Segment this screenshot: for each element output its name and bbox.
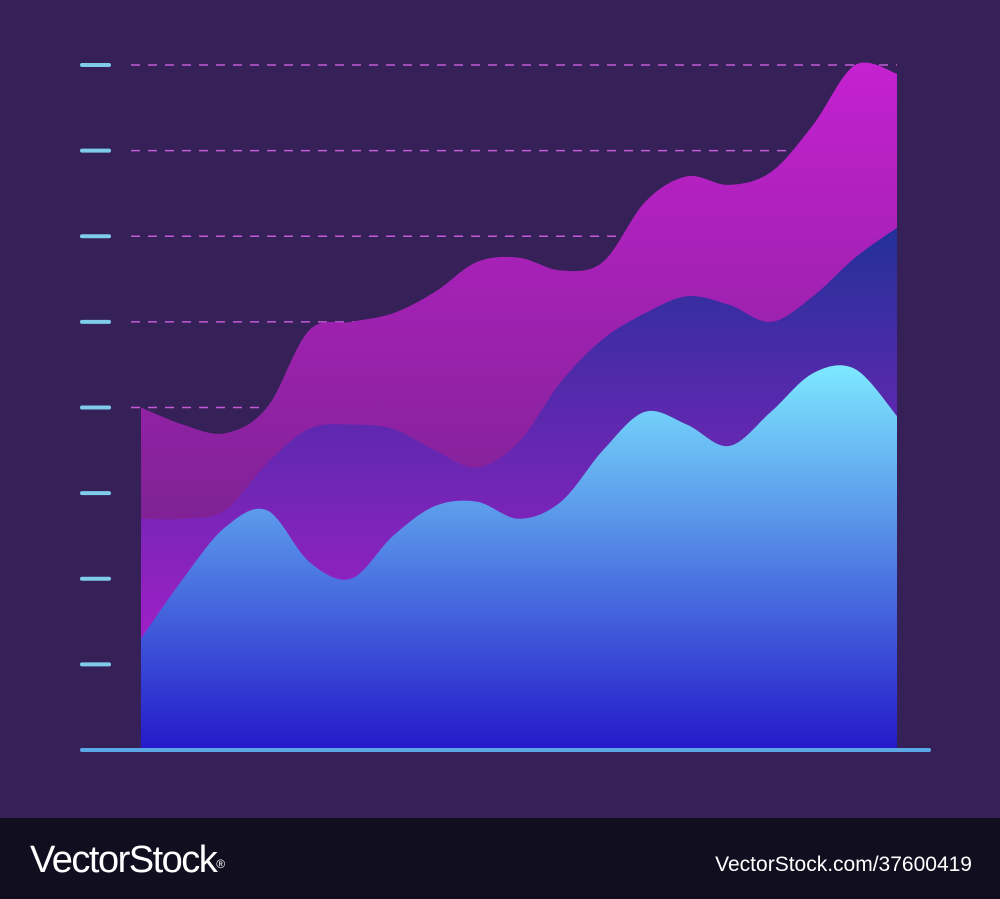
chart-area	[80, 62, 931, 752]
registered-mark: ®	[216, 857, 226, 871]
image-id-link[interactable]: VectorStock.com/37600419	[715, 853, 972, 876]
footer-bar: VectorStock® VectorStock.com/37600419	[0, 818, 1000, 899]
area-chart	[80, 62, 931, 752]
brand-logo[interactable]: VectorStock®	[30, 838, 225, 882]
brand-name: VectorStock	[30, 839, 218, 881]
area-series-1	[141, 365, 897, 750]
